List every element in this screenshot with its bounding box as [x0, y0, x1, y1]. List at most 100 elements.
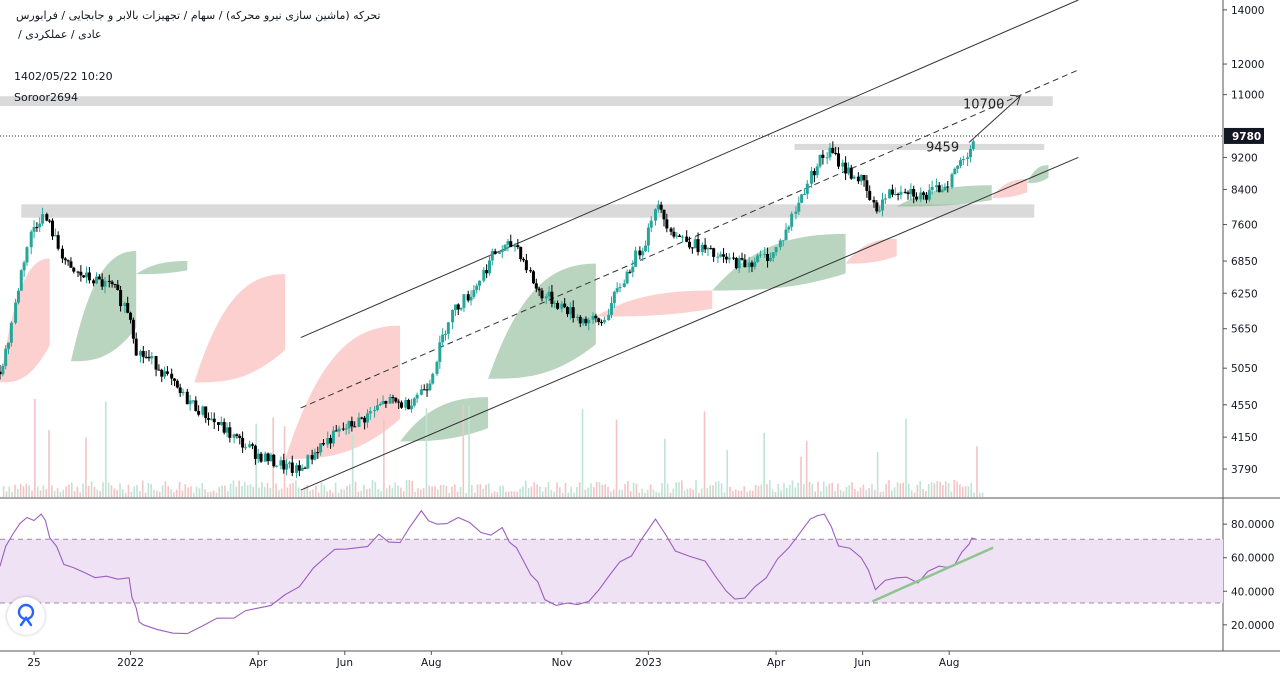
- candle-body: [263, 453, 267, 462]
- volume-bar: [156, 490, 158, 497]
- candle-body: [802, 193, 806, 195]
- candle-body: [669, 228, 673, 232]
- tradingview-logo-icon[interactable]: [7, 597, 45, 635]
- volume-bar: [51, 485, 53, 497]
- candle-body: [790, 213, 794, 227]
- candle-body: [48, 220, 52, 222]
- candle-body: [578, 316, 582, 324]
- volume-bar: [289, 483, 292, 497]
- candle-body: [946, 186, 950, 188]
- volume-bar: [263, 486, 266, 497]
- volume-bar: [476, 484, 479, 497]
- volume-bar: [473, 492, 476, 497]
- candle-body: [506, 241, 510, 245]
- candle-body: [441, 334, 445, 343]
- volume-bar: [746, 491, 748, 497]
- candle-body: [373, 410, 377, 412]
- candle-body: [625, 271, 629, 284]
- candle-body: [750, 262, 754, 267]
- candle-body: [500, 250, 504, 253]
- candle-body: [927, 190, 931, 200]
- volume-bar: [927, 484, 930, 497]
- volume-bar: [31, 490, 33, 497]
- volume-bar: [981, 492, 984, 497]
- candle-body: [188, 400, 192, 405]
- candle-body: [163, 371, 167, 377]
- time-tick-label: 25: [27, 657, 40, 669]
- volume-bar: [190, 486, 192, 497]
- volume-bar: [150, 483, 152, 497]
- candle-body: [407, 400, 411, 410]
- candle-body: [394, 398, 398, 402]
- volume-bar: [766, 484, 768, 497]
- candle-body: [204, 406, 208, 419]
- candle-body: [25, 247, 29, 263]
- volume-bar: [76, 486, 79, 497]
- volume-bar: [669, 492, 672, 497]
- volume-bar: [533, 482, 536, 497]
- volume-bar: [391, 487, 394, 497]
- volume-bar: [62, 489, 65, 497]
- volume-bar: [544, 487, 547, 497]
- volume-bar: [104, 401, 107, 497]
- volume-bar: [340, 489, 343, 497]
- candle-body: [378, 404, 382, 406]
- volume-bar: [578, 482, 581, 497]
- candle-body: [634, 250, 638, 267]
- candle-body: [241, 437, 245, 448]
- volume-bar: [689, 488, 692, 497]
- cloud-segment: [70, 250, 137, 362]
- candle-body: [756, 255, 760, 262]
- volume-bar: [221, 485, 223, 497]
- volume-bar: [488, 483, 490, 497]
- volume-bar: [749, 490, 751, 497]
- candle-body: [584, 318, 588, 324]
- candle-body: [618, 286, 622, 289]
- candle-body: [22, 262, 26, 271]
- candle-body: [85, 272, 89, 278]
- candle-body: [175, 380, 179, 388]
- volume-bar: [527, 487, 530, 497]
- volume-bar: [896, 482, 899, 497]
- candle-body: [622, 283, 626, 287]
- volume-bar: [882, 491, 885, 497]
- volume-bar: [36, 486, 39, 497]
- candle-body: [303, 467, 307, 469]
- candle-body: [560, 303, 564, 309]
- candle-body: [706, 248, 710, 250]
- candle-body: [875, 202, 879, 212]
- candle-body: [600, 322, 604, 324]
- volume-bar: [641, 488, 643, 497]
- time-tick-label: Apr: [767, 657, 786, 669]
- volume-bar: [11, 491, 13, 497]
- candle-body: [16, 290, 20, 303]
- candle-body: [238, 435, 242, 438]
- candle-body: [391, 396, 395, 399]
- candle-body: [805, 183, 809, 194]
- volume-bar: [757, 485, 760, 497]
- volume-bar: [48, 430, 50, 497]
- volume-bar: [439, 485, 442, 497]
- candle-body: [113, 283, 117, 285]
- volume-bar: [39, 490, 42, 497]
- candle-body: [685, 236, 689, 242]
- candle-body: [72, 267, 76, 272]
- candle-body: [771, 252, 775, 258]
- candle-body: [285, 463, 289, 470]
- volume-bar: [811, 483, 814, 497]
- candle-body: [568, 307, 572, 315]
- candle-body: [610, 303, 613, 315]
- volume-bar: [303, 487, 306, 497]
- volume-bar: [207, 491, 209, 497]
- volume-bar: [434, 486, 436, 497]
- candle-body: [516, 245, 520, 247]
- volume-bar: [567, 492, 570, 497]
- volume-bar: [266, 482, 269, 497]
- volume-bar: [700, 488, 703, 497]
- candle-body: [248, 444, 252, 448]
- candle-body: [934, 185, 938, 187]
- volume-bar: [805, 441, 808, 497]
- cloud-segment: [400, 397, 489, 442]
- volume-bar: [635, 483, 638, 497]
